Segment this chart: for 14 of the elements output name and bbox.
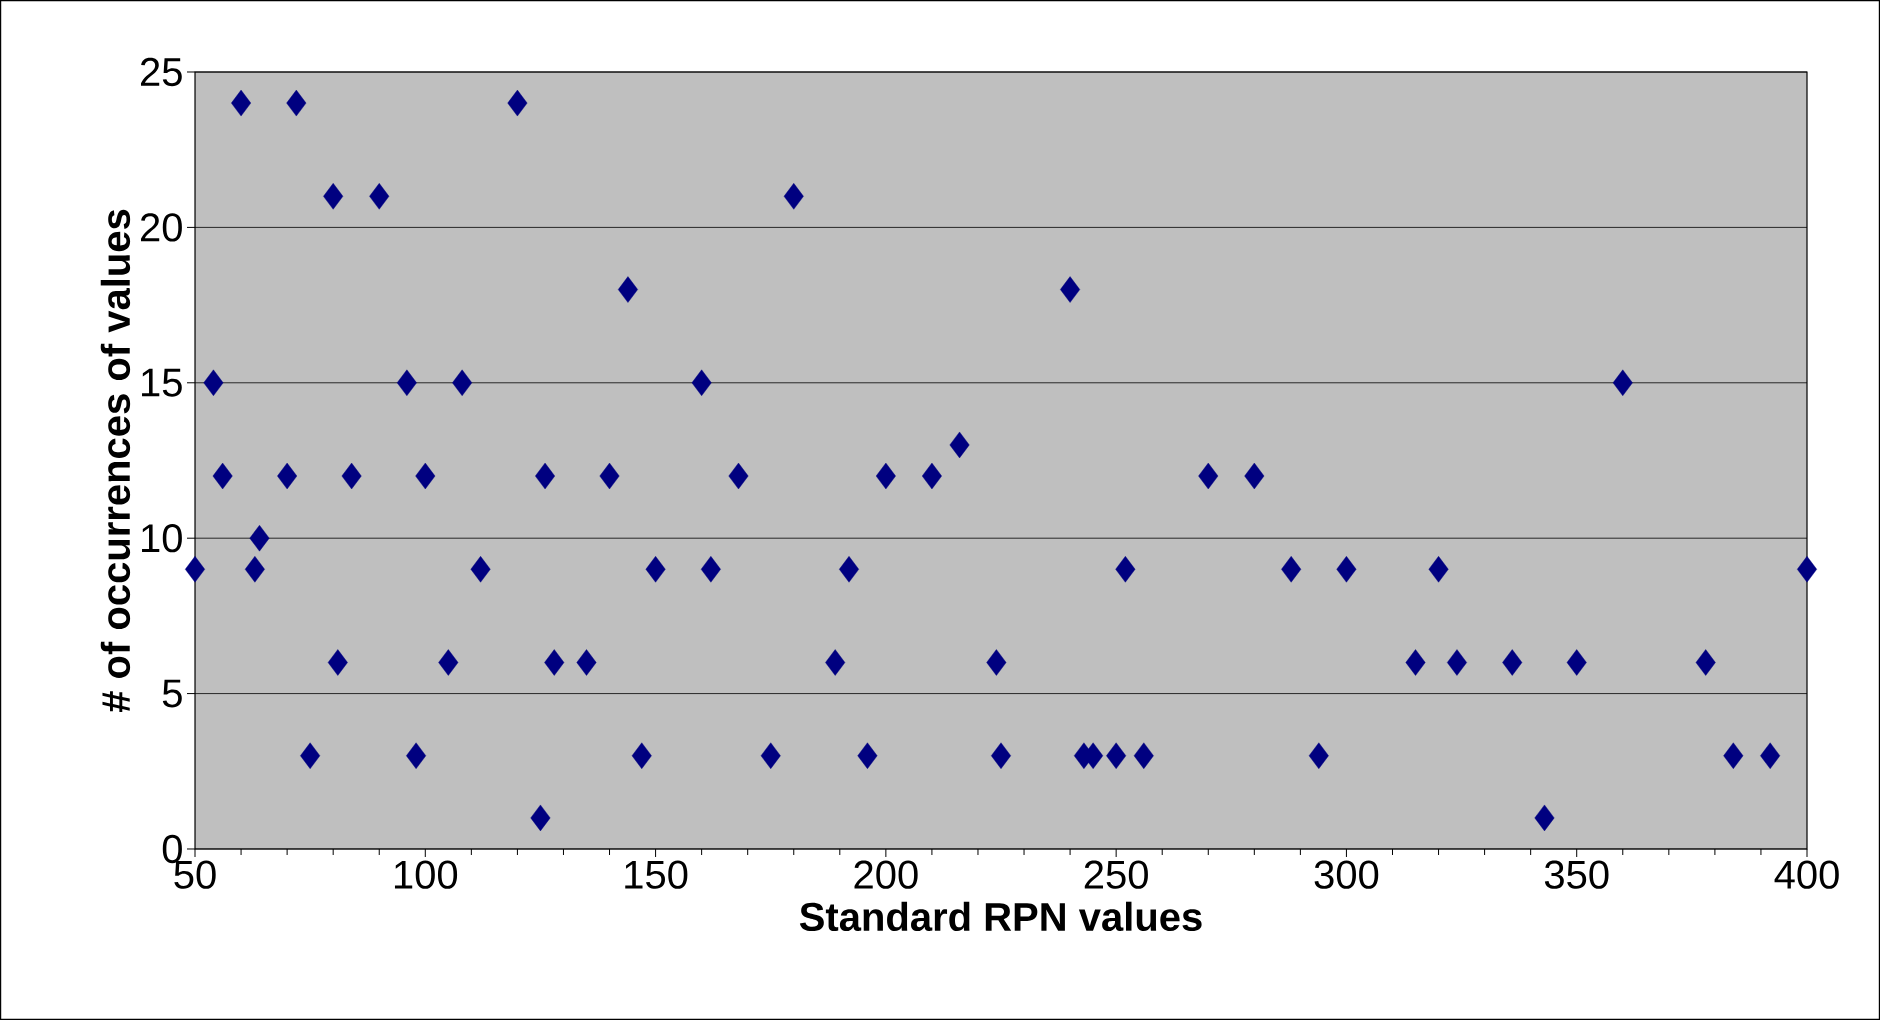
y-tick-label: 5: [162, 679, 182, 708]
x-tick-label: 300: [1314, 860, 1379, 889]
x-tick-label: 150: [625, 860, 688, 889]
y-tick-label: 25: [140, 57, 182, 87]
x-axis-title: Standard RPN values: [799, 901, 1202, 932]
x-tick-label: 400: [1774, 860, 1839, 889]
y-tick-label: 15: [142, 368, 182, 397]
x-tick-label: 100: [394, 860, 458, 889]
x-tick-label: 350: [1544, 860, 1609, 889]
y-tick-label: 20: [140, 213, 182, 242]
y-tick-label: 10: [142, 524, 182, 553]
y-axis-title: # of occurrences of values: [100, 209, 131, 713]
x-tick-label: 200: [854, 860, 918, 889]
x-tick-label: 250: [1084, 860, 1148, 889]
